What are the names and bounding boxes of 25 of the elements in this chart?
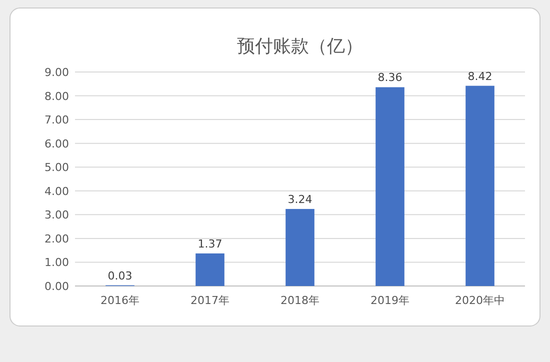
y-tick-label: 7.00 xyxy=(44,114,69,127)
data-label: 8.36 xyxy=(378,71,402,84)
x-tick-label: 2019年 xyxy=(370,294,410,307)
y-tick-label: 0.00 xyxy=(44,280,69,293)
y-tick-label: 2.00 xyxy=(44,232,69,246)
y-tick-label: 6.00 xyxy=(44,137,69,150)
x-tick-label: 2018年 xyxy=(280,294,320,307)
y-tick-label: 4.00 xyxy=(44,184,69,198)
bar xyxy=(466,86,494,286)
data-label: 0.03 xyxy=(108,269,132,282)
y-tick-label: 5.00 xyxy=(44,161,69,174)
chart-title: 预付账款（亿） xyxy=(237,36,363,57)
data-label: 3.24 xyxy=(288,192,312,206)
x-tick-label: 2016年 xyxy=(100,294,140,307)
y-tick-label: 9.00 xyxy=(44,66,69,79)
bar xyxy=(286,208,314,286)
bar xyxy=(196,253,224,286)
bar xyxy=(376,87,404,286)
y-tick-label: 8.00 xyxy=(44,90,69,103)
x-tick-label: 2020年中 xyxy=(455,294,505,307)
y-tick-label: 1.00 xyxy=(44,256,69,270)
data-label: 1.37 xyxy=(198,237,222,250)
data-label: 8.42 xyxy=(468,70,492,83)
y-tick-label: 3.00 xyxy=(44,208,69,222)
x-tick-label: 2017年 xyxy=(190,294,230,307)
